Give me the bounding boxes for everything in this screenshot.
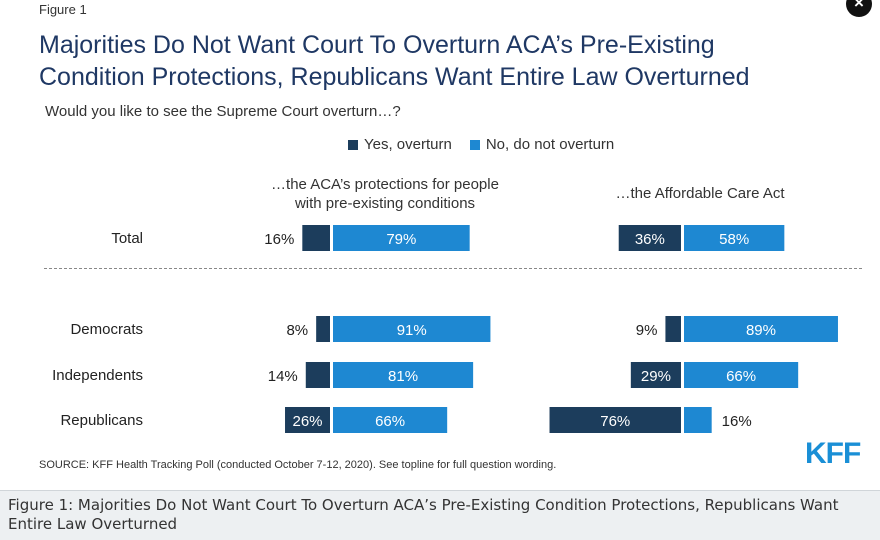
chart-title-line-2: Condition Protections, Republicans Want … bbox=[39, 63, 750, 91]
label-yes-protections-republicans: 26% bbox=[292, 413, 322, 430]
label-no-protections-independents: 81% bbox=[388, 368, 418, 385]
bar-yes-protections-republicans bbox=[285, 407, 330, 433]
chart-area: Total Democrats Independents Republicans 16%… bbox=[52, 225, 838, 433]
label-yes-aca-republicans: 76% bbox=[600, 413, 630, 430]
chart-title: Majorities Do Not Want Court To Overturn… bbox=[39, 29, 859, 93]
legend-label-yes: Yes, overturn bbox=[364, 136, 452, 153]
legend-item-no: No, do not overturn bbox=[469, 136, 615, 153]
bar-no-aca-republicans bbox=[684, 407, 712, 433]
legend-swatch-no bbox=[469, 139, 480, 150]
bar-no-aca-democrats bbox=[684, 316, 838, 342]
figure-caption: Figure 1: Majorities Do Not Want Court T… bbox=[0, 490, 880, 540]
row-label-democrats: Democrats bbox=[70, 321, 143, 338]
label-no-protections-democrats: 91% bbox=[397, 322, 427, 339]
label-no-aca-independents: 66% bbox=[726, 368, 756, 385]
chart-subtitle: Would you like to see the Supreme Court … bbox=[45, 103, 401, 120]
row-label-independents: Independents bbox=[52, 367, 143, 384]
panel-title-aca: …the Affordable Care Act bbox=[615, 185, 785, 202]
legend-swatch-yes bbox=[348, 139, 358, 150]
bar-yes-protections-independents bbox=[305, 362, 330, 388]
bar-no-protections-republicans bbox=[333, 407, 448, 433]
close-icon[interactable]: × bbox=[846, 0, 872, 17]
bar-no-protections-democrats bbox=[333, 316, 491, 342]
panel-title-protections-line-1: …the ACA’s protections for people bbox=[271, 176, 499, 193]
bar-yes-aca-independents bbox=[630, 362, 681, 388]
panel-title-protections-line-2: with pre-existing conditions bbox=[294, 195, 476, 212]
label-no-protections-total: 79% bbox=[386, 231, 416, 248]
bar-yes-aca-democrats bbox=[665, 316, 681, 342]
label-yes-aca-democrats: 9% bbox=[636, 322, 658, 339]
label-yes-protections-total: 16% bbox=[264, 231, 294, 248]
label-no-aca-total: 58% bbox=[719, 231, 749, 248]
bar-yes-protections-total bbox=[302, 225, 330, 251]
panel-title-protections: …the ACA’s protections for people with p… bbox=[240, 175, 530, 213]
label-yes-aca-total: 36% bbox=[635, 231, 665, 248]
label-no-protections-republicans: 66% bbox=[375, 413, 405, 430]
source-note: SOURCE: KFF Health Tracking Poll (conduc… bbox=[39, 459, 557, 471]
bar-yes-protections-democrats bbox=[316, 316, 330, 342]
bar-no-aca-independents bbox=[684, 362, 799, 388]
bar-no-protections-independents bbox=[333, 362, 474, 388]
chart-title-line-1: Majorities Do Not Want Court To Overturn… bbox=[39, 31, 715, 59]
legend-item-yes: Yes, overturn bbox=[348, 136, 452, 153]
row-label-republicans: Republicans bbox=[60, 412, 143, 429]
bar-yes-aca-total bbox=[618, 225, 681, 251]
divider-line bbox=[44, 268, 862, 269]
figure-label: Figure 1 bbox=[39, 2, 87, 17]
bar-no-protections-total bbox=[333, 225, 470, 251]
label-yes-protections-democrats: 8% bbox=[286, 322, 308, 339]
legend-label-no: No, do not overturn bbox=[485, 136, 615, 153]
label-no-aca-republicans: 16% bbox=[722, 413, 752, 430]
bar-no-aca-total bbox=[684, 225, 785, 251]
legend: Yes, overturn No, do not overturn bbox=[348, 136, 632, 153]
label-no-aca-democrats: 89% bbox=[746, 322, 776, 339]
label-yes-protections-independents: 14% bbox=[268, 368, 298, 385]
label-yes-aca-independents: 29% bbox=[641, 368, 671, 385]
bar-yes-aca-republicans bbox=[549, 407, 681, 433]
kff-logo: KFF bbox=[805, 437, 861, 470]
row-label-total: Total bbox=[111, 230, 143, 247]
